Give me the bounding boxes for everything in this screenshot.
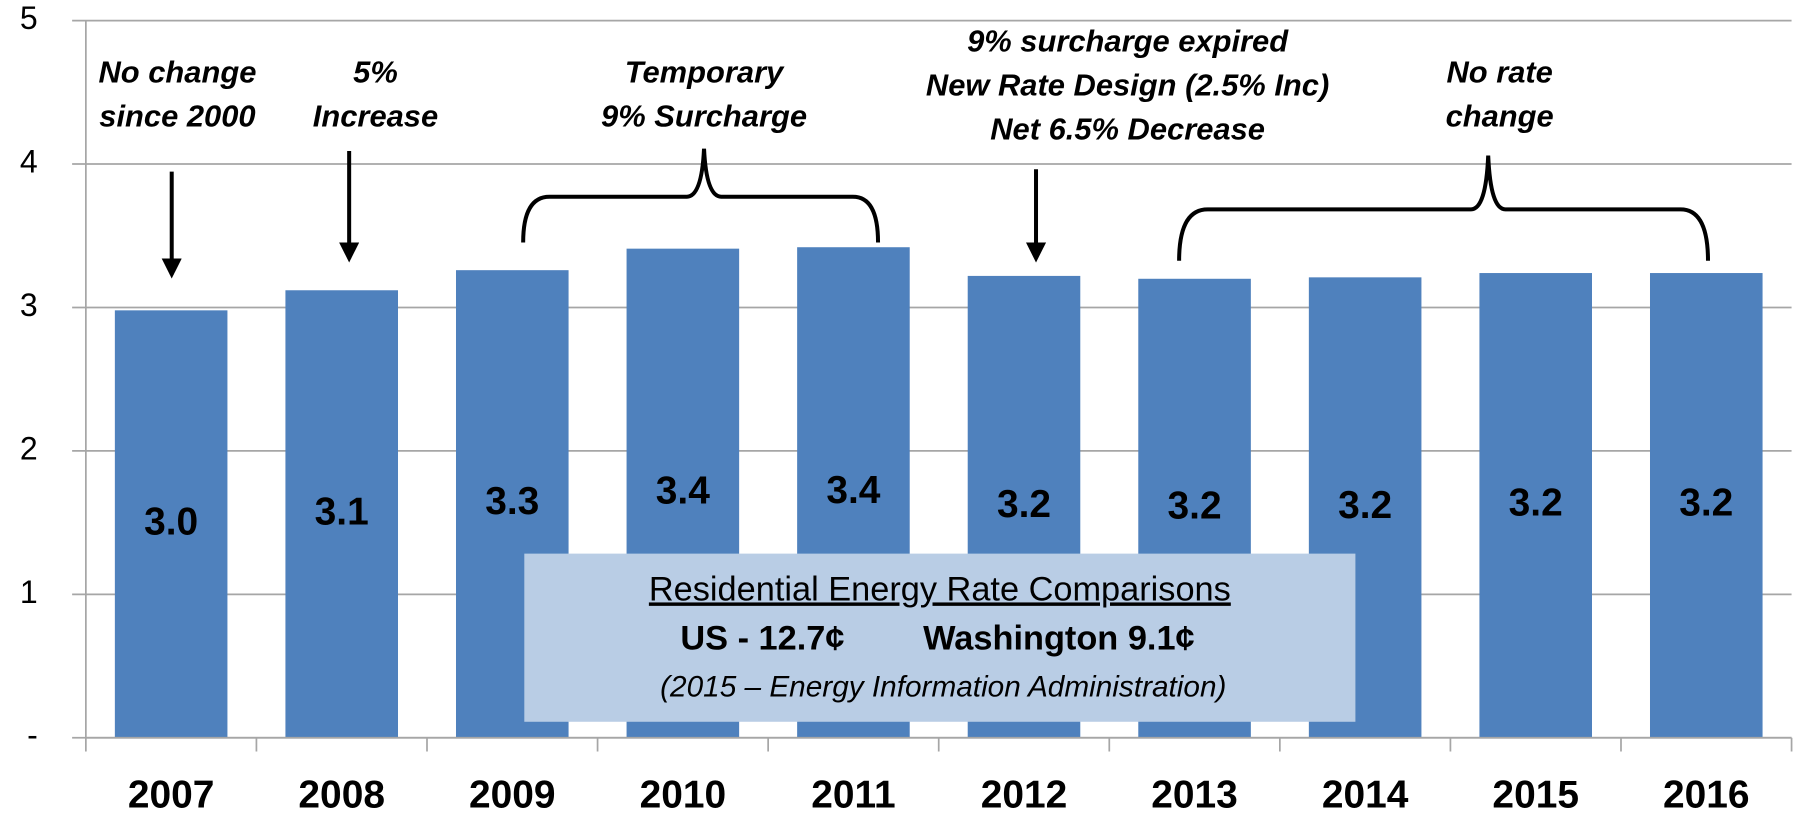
data-label: 3.2 <box>1679 482 1733 525</box>
y-tick-label: 3 <box>20 287 38 323</box>
x-tick-label: 2010 <box>640 774 727 817</box>
annotation: since 2000 <box>99 99 255 134</box>
annotations: No change since 2000 5% Increase Temporary 9%… <box>98 24 1553 147</box>
data-label: 3.2 <box>1168 485 1222 528</box>
annotation: 9% Surcharge <box>601 99 807 134</box>
annotation: No rate <box>1446 55 1552 90</box>
inset-source: (2015 – Energy Information Administratio… <box>660 670 1226 703</box>
inset-background <box>524 553 1356 722</box>
x-tick-label: 2016 <box>1663 774 1750 817</box>
x-tick-label: 2011 <box>811 774 895 817</box>
x-tick-label: 2015 <box>1492 774 1579 817</box>
data-label: 3.4 <box>656 470 710 513</box>
x-tick-label: 2014 <box>1322 774 1409 817</box>
y-tick-label: 4 <box>20 144 38 180</box>
annotation: change <box>1446 99 1554 134</box>
annotation: New Rate Design (2.5% Inc) <box>926 68 1329 103</box>
inset-title: Residential Energy Rate Comparisons <box>649 570 1231 608</box>
y-tick-label: - <box>27 717 38 753</box>
brace <box>521 148 881 243</box>
x-tick-label: 2009 <box>469 774 556 817</box>
x-tick-label: 2013 <box>1151 774 1238 817</box>
bar <box>114 310 228 738</box>
x-tick-label: 2012 <box>981 774 1068 817</box>
data-label: 3.2 <box>1338 484 1392 527</box>
x-tick-label: 2008 <box>298 774 385 817</box>
y-tick-label: 1 <box>20 574 38 610</box>
annotation: 9% surcharge expired <box>967 24 1289 59</box>
data-label: 3.4 <box>826 469 880 512</box>
inset-us: US - 12.7¢ <box>680 620 844 658</box>
x-axis: 2007 2008 2009 2010 2011 2012 2013 2014 2015 2016 <box>84 736 1793 817</box>
annotation: 5% <box>353 55 398 90</box>
brace <box>1177 155 1711 261</box>
annotation: Temporary <box>625 55 785 90</box>
inset-washington: Washington 9.1¢ <box>923 620 1194 658</box>
annotation: Net 6.5% Decrease <box>990 112 1265 147</box>
bar <box>1649 273 1763 738</box>
data-label: 3.3 <box>485 480 539 523</box>
bar <box>285 290 399 738</box>
data-label: 3.1 <box>315 490 369 533</box>
inset-box: Residential Energy Rate Comparisons US -… <box>524 553 1356 722</box>
bar <box>1479 273 1592 738</box>
data-label: 3.2 <box>997 483 1051 526</box>
x-tick-label: 2007 <box>128 774 215 817</box>
y-tick-label: 2 <box>20 430 38 466</box>
data-label: 3.2 <box>1509 482 1563 525</box>
annotation: Increase <box>313 99 438 134</box>
annotation-shapes <box>161 148 1711 279</box>
data-label: 3.0 <box>144 500 198 543</box>
y-tick-label: 5 <box>20 0 38 36</box>
annotation: No change <box>98 55 256 90</box>
